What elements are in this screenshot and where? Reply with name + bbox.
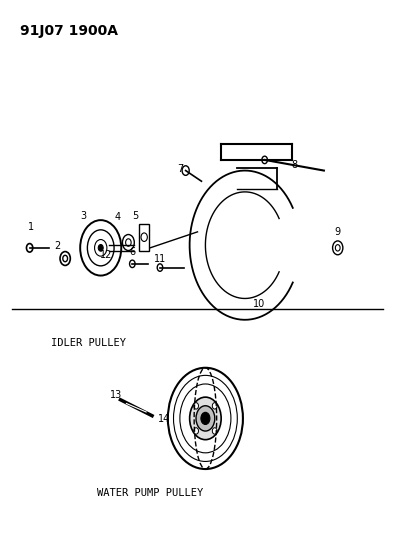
Text: 4: 4 [115, 213, 121, 222]
Text: 3: 3 [80, 211, 86, 221]
Text: 12: 12 [100, 250, 112, 260]
Text: 8: 8 [291, 160, 297, 170]
Text: 91J07 1900A: 91J07 1900A [20, 24, 118, 38]
Circle shape [98, 245, 103, 251]
Text: 9: 9 [335, 227, 341, 237]
Text: 5: 5 [132, 211, 138, 221]
Circle shape [213, 402, 217, 409]
Text: 10: 10 [252, 299, 265, 309]
Text: WATER PUMP PULLEY: WATER PUMP PULLEY [97, 488, 203, 498]
Circle shape [194, 428, 198, 434]
Text: 2: 2 [54, 241, 60, 251]
Text: 13: 13 [110, 391, 123, 400]
Text: IDLER PULLEY: IDLER PULLEY [51, 338, 126, 349]
Circle shape [194, 402, 198, 409]
Text: 1: 1 [28, 222, 34, 231]
Text: 11: 11 [154, 254, 166, 263]
Circle shape [201, 413, 210, 424]
Text: 6: 6 [129, 247, 135, 256]
Text: 7: 7 [177, 165, 183, 174]
Circle shape [190, 397, 221, 440]
Text: 14: 14 [158, 415, 170, 424]
Circle shape [213, 428, 217, 434]
Circle shape [196, 406, 215, 431]
